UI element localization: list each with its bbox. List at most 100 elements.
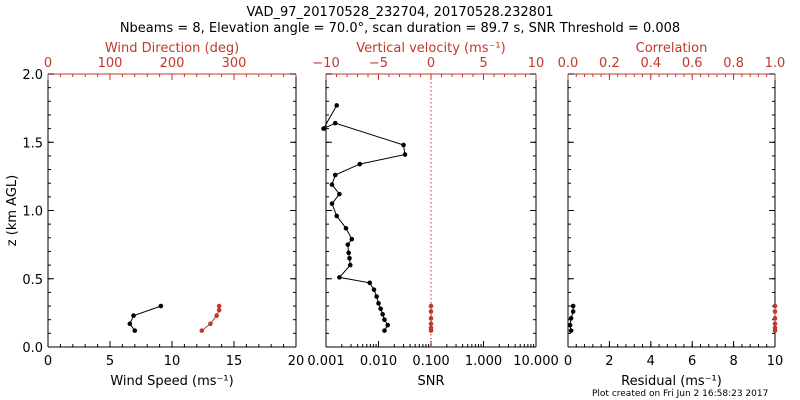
top-x-tick-label: 0 bbox=[427, 56, 435, 71]
data-point bbox=[158, 303, 164, 309]
data-point bbox=[332, 120, 338, 126]
x-tick-label: 8 bbox=[729, 354, 737, 369]
top-x-tick-label: 10 bbox=[528, 56, 545, 71]
data-point bbox=[127, 321, 133, 327]
data-point bbox=[428, 303, 434, 309]
data-point bbox=[570, 303, 576, 309]
data-point bbox=[567, 322, 573, 328]
data-point bbox=[329, 201, 335, 206]
data-point bbox=[337, 275, 342, 280]
top-x-tick-label: −5 bbox=[369, 56, 388, 71]
top-x-tick-label: 0.6 bbox=[682, 56, 703, 71]
data-point bbox=[343, 225, 349, 231]
data-point bbox=[374, 294, 379, 299]
data-point bbox=[385, 322, 391, 328]
x-tick-label: 10 bbox=[164, 354, 181, 369]
top-x-tick-label: 200 bbox=[160, 56, 185, 71]
data-point bbox=[346, 250, 351, 256]
y-tick-label: 0.0 bbox=[22, 341, 43, 356]
top-x-axis-label: Vertical velocity (ms⁻¹) bbox=[356, 41, 505, 56]
data-point bbox=[357, 161, 363, 167]
panel-residual: 0 2 4 6 8 10 Residual (ms⁻¹) 0.0 0.2 0.4 0.6 0.8 1.0… bbox=[558, 41, 786, 389]
x-tick-label: 0.100 bbox=[412, 354, 449, 369]
data-point bbox=[772, 321, 778, 327]
x-tick-label: 4 bbox=[647, 354, 655, 369]
x-tick-label: 15 bbox=[226, 354, 243, 369]
top-x-tick-label: 1.0 bbox=[765, 56, 786, 71]
x-tick-label: 0 bbox=[564, 354, 572, 369]
figure-title-line2: Nbeams = 8, Elevation angle = 70.0°, sca… bbox=[120, 21, 680, 36]
data-point bbox=[347, 255, 352, 261]
data-point bbox=[334, 213, 340, 219]
data-point bbox=[570, 309, 576, 314]
x-tick-label: 10 bbox=[767, 354, 784, 369]
x-tick-label: 6 bbox=[688, 354, 696, 369]
x-tick-label: 2 bbox=[605, 354, 613, 369]
data-point bbox=[131, 313, 136, 318]
y-axis-label: z (km AGL) bbox=[5, 175, 20, 246]
data-point bbox=[378, 306, 383, 312]
x-tick-label: 1.000 bbox=[465, 354, 502, 369]
y-tick-label: 2.0 bbox=[22, 68, 43, 83]
data-point bbox=[380, 311, 385, 317]
top-x-tick-label: 0.0 bbox=[558, 56, 579, 71]
x-axis-label: SNR bbox=[417, 374, 444, 389]
data-point bbox=[772, 325, 778, 331]
data-point bbox=[376, 301, 381, 306]
data-point bbox=[199, 328, 205, 333]
top-x-tick-label: 300 bbox=[222, 56, 247, 71]
data-point bbox=[347, 262, 353, 268]
top-x-tick-label: 0.2 bbox=[599, 56, 620, 71]
top-x-tick-label: 0.4 bbox=[640, 56, 661, 71]
top-x-axis-label: Correlation bbox=[636, 41, 708, 56]
data-point bbox=[332, 172, 338, 178]
y-tick-label: 1.5 bbox=[22, 136, 43, 151]
data-point bbox=[428, 309, 434, 314]
data-point bbox=[428, 321, 434, 327]
x-tick-label: 0 bbox=[44, 354, 52, 369]
top-x-tick-label: 100 bbox=[98, 56, 123, 71]
panel-snr: 0.001 0.010 0.100 1.000 10.000 SNR −10 −5 0 5 10 Ve… bbox=[307, 41, 558, 389]
plot-footer: Plot created on Fri Jun 2 16:58:23 2017 bbox=[592, 389, 768, 399]
panel-wind: 0 5 10 15 20 Wind Speed (ms⁻¹) 0 100 200 300Wind … bbox=[5, 41, 304, 389]
data-point bbox=[334, 103, 340, 108]
data-point bbox=[382, 328, 387, 333]
data-point bbox=[568, 328, 574, 333]
data-point bbox=[428, 316, 434, 321]
data-point bbox=[214, 313, 219, 318]
data-point bbox=[321, 126, 326, 131]
x-axis-label: Residual (ms⁻¹) bbox=[621, 374, 722, 389]
data-point bbox=[401, 142, 406, 148]
data-point bbox=[428, 325, 434, 331]
data-point bbox=[568, 316, 574, 321]
data-point bbox=[216, 307, 222, 313]
x-tick-label: 5 bbox=[106, 354, 114, 369]
data-point bbox=[216, 303, 222, 309]
data-point bbox=[367, 280, 373, 286]
top-x-tick-label: −10 bbox=[312, 56, 339, 71]
data-point bbox=[208, 321, 213, 327]
data-point bbox=[132, 328, 138, 333]
data-point bbox=[371, 287, 377, 292]
top-x-tick-label: 0.8 bbox=[723, 56, 744, 71]
data-point bbox=[329, 182, 335, 187]
x-tick-label: 0.001 bbox=[307, 354, 344, 369]
data-point bbox=[382, 317, 387, 323]
top-x-axis-label: Wind Direction (deg) bbox=[105, 41, 239, 56]
y-tick-label: 0.5 bbox=[22, 273, 43, 288]
series-line-red bbox=[201, 306, 220, 331]
data-point bbox=[349, 236, 355, 242]
data-point bbox=[345, 242, 351, 247]
x-tick-label: 20 bbox=[288, 354, 305, 369]
top-x-tick-label: 5 bbox=[479, 56, 487, 71]
data-point bbox=[772, 316, 778, 321]
data-point bbox=[772, 303, 778, 309]
figure-title-line1: VAD_97_20170528_232704, 20170528.232801 bbox=[247, 5, 554, 20]
series-line-black bbox=[129, 305, 161, 331]
y-tick-label: 1.0 bbox=[22, 205, 43, 220]
x-tick-label: 0.010 bbox=[360, 354, 397, 369]
data-point bbox=[772, 309, 778, 314]
data-point bbox=[402, 152, 408, 157]
